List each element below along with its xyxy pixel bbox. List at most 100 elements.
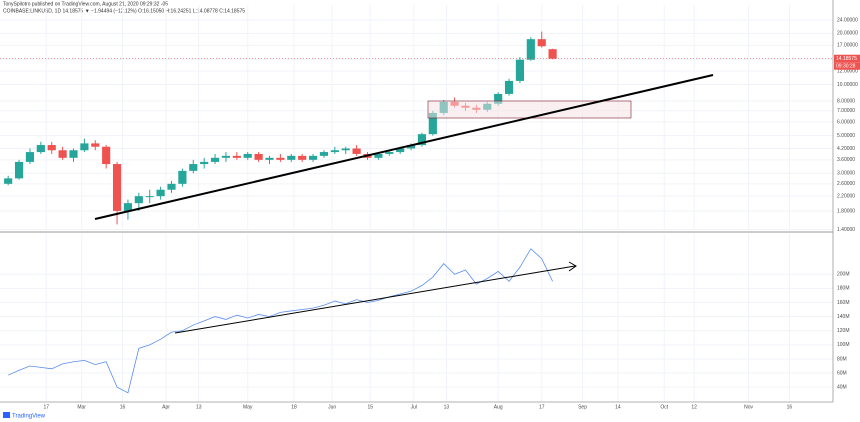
x-tick-label: 15 (367, 404, 373, 410)
y-tick-label: 140M (837, 314, 850, 320)
logo-mark (3, 412, 10, 418)
candle-body (221, 155, 231, 158)
x-tick-label: 12 (691, 404, 697, 410)
x-tick-label: Apr (162, 404, 170, 410)
candle-body (14, 161, 24, 179)
candle-body (58, 150, 67, 158)
y-tick-label: 200M (837, 272, 850, 278)
candle-body (526, 39, 535, 60)
y-tick-label: 20.00000 (837, 31, 858, 37)
quote-line: COINBASE:LINKUSD, 1D 14.18575 ▼ −1.94494… (3, 8, 245, 14)
y-tick-label: 160M (837, 300, 850, 306)
candle-body (134, 196, 143, 204)
y-tick-label: 12.00000 (837, 68, 858, 74)
x-tick-label: 18 (291, 404, 297, 410)
candle-body (319, 152, 329, 156)
x-tick-label: Sep (578, 404, 587, 410)
y-tick-label: 1.40000 (837, 227, 855, 233)
y-tick-label: 4.20000 (837, 146, 855, 152)
x-tick-label: 14 (615, 404, 621, 410)
candle-body (80, 143, 89, 151)
countdown-tag (834, 62, 860, 70)
y-tick-label: 1.80000 (837, 208, 855, 214)
y-tick-label: 3.00000 (837, 171, 855, 177)
candle-body (254, 153, 263, 160)
candle-body (36, 145, 45, 153)
candle-body (145, 196, 154, 198)
candle-body (232, 155, 241, 158)
grid (0, 5, 833, 402)
candle-body (406, 145, 416, 149)
last-price-tag (834, 54, 860, 63)
trend-line (94, 74, 714, 220)
y-tick-label: 24.00000 (837, 17, 858, 23)
candle-body (341, 148, 350, 151)
y-tick-label: 60M (837, 370, 847, 376)
candle-body (189, 164, 198, 171)
candle-body (210, 157, 220, 162)
x-tick-label: Jun (328, 404, 336, 410)
candle-body (25, 152, 35, 162)
x-tick-label: Nov (744, 404, 753, 410)
arrow-head (568, 261, 577, 272)
indicator-line (8, 248, 553, 394)
y-tick-label: 100M (837, 342, 850, 348)
countdown: 09:30:28 (836, 64, 856, 70)
candle-body (243, 153, 252, 158)
y-tick-label: 40M (837, 385, 847, 391)
x-tick-label: 13 (444, 404, 450, 410)
candle-body (396, 148, 405, 153)
candle-body (178, 170, 187, 184)
x-tick-label: 16 (787, 404, 793, 410)
y-tick-label: 180M (837, 286, 850, 292)
candle-body (265, 157, 274, 160)
y-tick-label: 10.00000 (837, 82, 858, 88)
x-tick-label: May (243, 404, 253, 410)
candle-body (298, 155, 307, 160)
x-tick-label: Oct (660, 404, 668, 410)
candle-body (287, 155, 296, 160)
candle-body (504, 80, 514, 94)
candle-body (156, 189, 165, 197)
candle-body (167, 183, 176, 190)
candle-body (494, 93, 503, 104)
candle-body (4, 178, 13, 184)
x-tick-label: 13 (196, 404, 202, 410)
y-tick-label: 5.00000 (837, 133, 855, 139)
candle-body (112, 164, 122, 211)
last-price-label: 14.18575 (836, 56, 857, 62)
x-tick-label: Aug (494, 404, 503, 410)
candle-body (308, 155, 318, 160)
x-tick-label: Jul (411, 404, 417, 410)
candle-body (91, 143, 100, 147)
branding: TradingView (12, 414, 46, 420)
author-line: TonySpilotro published on TradingView.co… (3, 1, 168, 7)
candle-body (69, 150, 78, 158)
candle-body (428, 112, 437, 135)
candle-body (102, 146, 111, 165)
y-tick-label: 80M (837, 356, 847, 362)
candle-body (515, 59, 525, 81)
candle-body (548, 49, 557, 59)
support-box (427, 100, 632, 119)
y-tick-label: 6.00000 (837, 120, 855, 126)
candle-body (47, 145, 56, 151)
y-tick-label: 3.60000 (837, 157, 855, 163)
x-tick-label: Mar (77, 404, 86, 410)
x-tick-label: 16 (120, 404, 126, 410)
candle-body (123, 203, 133, 211)
y-tick-label: 7.00000 (837, 108, 855, 114)
candle-body (417, 134, 427, 146)
x-tick-label: 17 (539, 404, 545, 410)
candle-body (330, 150, 339, 153)
y-tick-label: 120M (837, 328, 850, 334)
candle-body (537, 39, 546, 47)
candle-body (374, 153, 383, 158)
y-tick-label: 2.20000 (837, 193, 855, 199)
candle-body (276, 157, 285, 160)
y-tick-label: 8.00000 (837, 98, 855, 104)
candle-body (200, 161, 209, 165)
x-tick-label: 17 (43, 404, 49, 410)
